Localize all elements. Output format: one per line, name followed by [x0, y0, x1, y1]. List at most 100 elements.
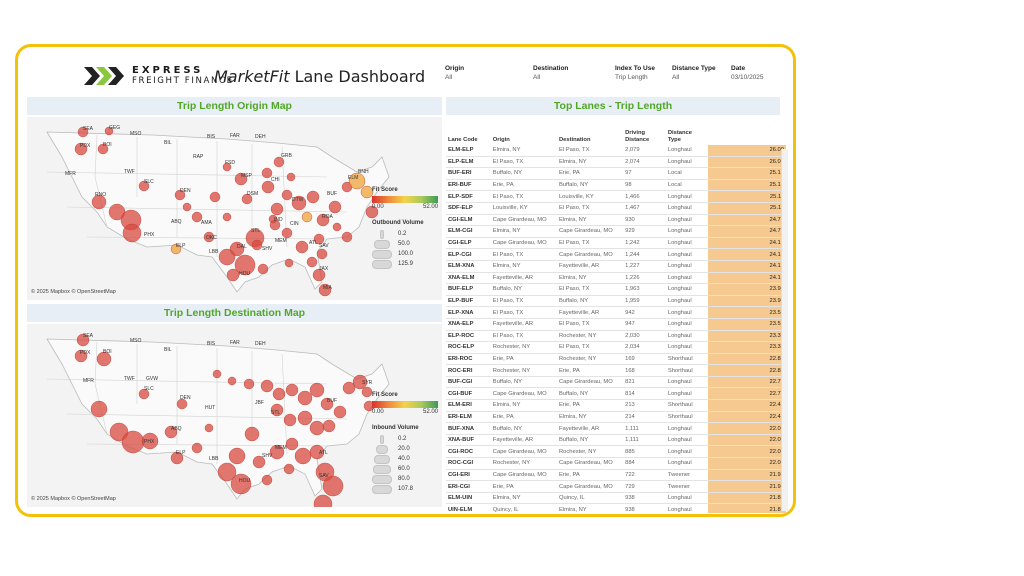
volume-bubble[interactable]	[182, 202, 192, 212]
volume-bubble[interactable]	[286, 172, 296, 182]
volume-bubble[interactable]	[295, 240, 309, 254]
table-row[interactable]: ELP-SDF El Paso, TX Louisville, KY 1,466 Lon…	[446, 190, 786, 203]
volume-bubble[interactable]	[141, 432, 159, 450]
volume-bubble[interactable]	[191, 442, 203, 454]
table-row[interactable]: ROC-ELP Rochester, NY El Paso, TX 2,034 Long…	[446, 341, 786, 354]
volume-bubble[interactable]	[96, 351, 112, 367]
volume-bubble[interactable]	[294, 447, 312, 465]
volume-bubble[interactable]	[270, 202, 284, 216]
volume-bubble[interactable]	[261, 180, 275, 194]
table-row[interactable]: XNA-ELP Fayetteville, AR El Paso, TX 947 Lon…	[446, 318, 786, 331]
table-row[interactable]: BUF-ELP Buffalo, NY El Paso, TX 1,963 Longha…	[446, 283, 786, 296]
volume-bubble[interactable]	[342, 381, 356, 395]
volume-bubble[interactable]	[318, 283, 332, 297]
volume-bubble[interactable]	[283, 413, 297, 427]
volume-bubble[interactable]	[332, 222, 342, 232]
volume-bubble[interactable]	[230, 473, 252, 495]
volume-bubble[interactable]	[90, 400, 108, 418]
volume-bubble[interactable]	[313, 494, 333, 507]
volume-bubble[interactable]	[138, 180, 150, 192]
volume-bubble[interactable]	[348, 172, 366, 190]
volume-bubble[interactable]	[270, 403, 284, 417]
volume-bubble[interactable]	[204, 423, 214, 433]
table-row[interactable]: ELP-ELM El Paso, TX Elmira, NY 2,074 Longhau…	[446, 156, 786, 169]
volume-bubble[interactable]	[217, 462, 237, 482]
table-row[interactable]: ROC-CGI Rochester, NY Cape Girardeau, MO 88…	[446, 457, 786, 470]
table-row[interactable]: UIN-ELM Quincy, IL Elmira, NY 938 Longhaul 21…	[446, 503, 786, 513]
destination-map-canvas[interactable]: SEA PDX BOI MSO BIL BIS DEH FAR MFR TWF GVW SLC DEN A…	[27, 324, 442, 507]
volume-bubble[interactable]	[218, 248, 236, 266]
table-row[interactable]: BUF-CGI Buffalo, NY Cape Girardeau, MO 821 L…	[446, 376, 786, 389]
volume-bubble[interactable]	[301, 211, 313, 223]
filter-distance-type[interactable]: Distance Type All	[672, 65, 716, 81]
volume-bubble[interactable]	[91, 194, 107, 210]
col-header-origin[interactable]: Origin	[492, 137, 510, 143]
volume-bubble[interactable]	[257, 263, 269, 275]
volume-bubble[interactable]	[176, 398, 188, 410]
table-row[interactable]: ELP-ROC El Paso, TX Rochester, NY 2,030 Long…	[446, 330, 786, 343]
volume-bubble[interactable]	[138, 388, 150, 400]
volume-bubble[interactable]	[341, 231, 353, 243]
volume-bubble[interactable]	[234, 254, 256, 276]
volume-bubble[interactable]	[252, 455, 266, 469]
table-row[interactable]: ELM-UIN Elmira, NY Quincy, IL 938 Longhaul 21…	[446, 492, 786, 505]
volume-bubble[interactable]	[273, 156, 285, 168]
volume-bubble[interactable]	[352, 374, 368, 390]
volume-bubble[interactable]	[170, 451, 184, 465]
volume-bubble[interactable]	[228, 447, 246, 465]
table-row[interactable]: ERI-ELM Erie, PA Elmira, NY 214 Shorthaul 22.…	[446, 411, 786, 424]
volume-bubble[interactable]	[227, 376, 237, 386]
volume-bubble[interactable]	[313, 233, 325, 245]
filter-index-to-use[interactable]: Index To Use Trip Length	[615, 65, 655, 81]
volume-bubble[interactable]	[306, 256, 318, 268]
volume-bubble[interactable]	[285, 437, 299, 451]
origin-map[interactable]: SEA GEG MSO BIL BIS FAR DEH PDX BOI RAP FSD GRB MFR T…	[27, 117, 442, 300]
volume-bubble[interactable]	[281, 227, 293, 239]
volume-bubble[interactable]	[170, 243, 182, 255]
volume-bubble[interactable]	[251, 239, 263, 251]
volume-bubble[interactable]	[309, 420, 325, 436]
table-row[interactable]: ROC-ERI Rochester, NY Erie, PA 168 Shorthaul…	[446, 364, 786, 377]
volume-bubble[interactable]	[297, 410, 313, 426]
volume-bubble[interactable]	[121, 430, 145, 454]
table-row[interactable]: ERI-CGI Erie, PA Cape Girardeau, MO 729 Twee…	[446, 480, 786, 493]
volume-bubble[interactable]	[76, 333, 90, 347]
filter-value[interactable]: Trip Length	[615, 74, 648, 81]
volume-bubble[interactable]	[281, 189, 293, 201]
volume-bubble[interactable]	[316, 213, 330, 227]
table-row[interactable]: ELM-ELP Elmira, NY El Paso, TX 2,079 Longhau…	[446, 145, 786, 157]
top-lanes-table-wrap[interactable]: Lane Code Origin Destination Driving Dis…	[446, 127, 793, 513]
col-header-destination[interactable]: Destination	[558, 137, 591, 143]
volume-bubble[interactable]	[164, 425, 178, 439]
volume-bubble[interactable]	[272, 387, 286, 401]
origin-map-canvas[interactable]: SEA GEG MSO BIL BIS FAR DEH PDX BOI RAP FSD GRB MFR T…	[27, 117, 442, 300]
volume-bubble[interactable]	[285, 383, 299, 397]
volume-bubble[interactable]	[306, 190, 320, 204]
table-row[interactable]: CGI-ROC Cape Girardeau, MO Rochester, NY 88…	[446, 445, 786, 459]
volume-bubble[interactable]	[365, 205, 379, 219]
table-row[interactable]: ELM-CGI Elmira, NY Cape Girardeau, MO 929 Lo…	[446, 225, 786, 238]
filter-value[interactable]: All	[445, 74, 453, 81]
filter-origin[interactable]: Origin All	[445, 65, 464, 81]
volume-bubble[interactable]	[191, 211, 203, 223]
volume-bubble[interactable]	[122, 223, 142, 243]
destination-map[interactable]: SEA PDX BOI MSO BIL BIS DEH FAR MFR TWF GVW SLC DEN A…	[27, 324, 442, 507]
filter-value[interactable]: All	[672, 74, 680, 81]
table-row[interactable]: CGI-ERI Cape Girardeau, MO Erie, PA 722 Twee…	[446, 469, 786, 482]
volume-bubble[interactable]	[269, 444, 285, 460]
volume-bubble[interactable]	[209, 191, 221, 203]
col-header-lane-code[interactable]: Lane Code	[448, 137, 478, 143]
table-row[interactable]: ELM-ERI Elmira, NY Erie, PA 213 Shorthaul 22.…	[446, 399, 786, 412]
volume-bubble[interactable]	[261, 167, 273, 179]
filter-destination[interactable]: Destination All	[533, 65, 568, 81]
table-row[interactable]: SDF-ELP Louisville, KY El Paso, TX 1,467 Lon…	[446, 202, 786, 215]
volume-bubble[interactable]	[328, 200, 342, 214]
table-scrollbar[interactable]	[781, 149, 788, 511]
volume-bubble[interactable]	[333, 405, 347, 419]
volume-bubble[interactable]	[203, 231, 215, 243]
col-header-driving-distance[interactable]: Driving Distance	[625, 130, 650, 143]
volume-bubble[interactable]	[268, 214, 278, 224]
table-row[interactable]: CGI-BUF Cape Girardeau, MO Buffalo, NY 814 L…	[446, 387, 786, 401]
volume-bubble[interactable]	[226, 268, 240, 282]
table-row[interactable]: XNA-BUF Fayetteville, AR Buffalo, NY 1,111 L…	[446, 434, 786, 447]
